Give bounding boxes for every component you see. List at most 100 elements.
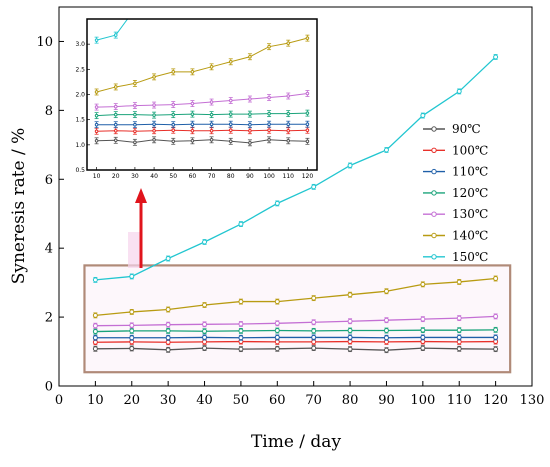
data-point — [239, 347, 243, 351]
data-point — [114, 113, 117, 116]
data-point — [275, 300, 279, 304]
data-point — [93, 330, 97, 334]
data-point — [153, 123, 156, 126]
x-tick-label: 120 — [483, 393, 508, 408]
legend-label: 100℃ — [452, 143, 488, 157]
data-point — [210, 66, 213, 69]
data-point — [210, 113, 213, 116]
data-point — [114, 129, 117, 132]
data-point — [191, 71, 194, 74]
data-point — [421, 114, 425, 118]
data-point — [384, 289, 388, 293]
inset-y-tick-label: 2.0 — [75, 92, 85, 99]
data-point — [166, 323, 170, 327]
inset-x-tick-label: 60 — [189, 173, 197, 180]
data-point — [203, 329, 207, 333]
data-point — [172, 113, 175, 116]
x-tick-label: 110 — [447, 393, 472, 408]
data-point — [166, 348, 170, 352]
data-point — [239, 322, 243, 326]
data-point — [312, 329, 316, 333]
data-point — [93, 347, 97, 351]
data-point — [191, 140, 194, 143]
inset-x-tick-label: 100 — [263, 173, 275, 180]
inset-y-tick-label: 2.5 — [75, 66, 85, 73]
data-point — [93, 313, 97, 317]
x-tick-label: 30 — [160, 393, 177, 408]
data-point — [312, 335, 316, 339]
data-point — [287, 42, 290, 45]
data-point — [203, 340, 207, 344]
data-point — [457, 335, 461, 339]
legend-label: 90℃ — [452, 122, 481, 136]
data-point — [203, 335, 207, 339]
data-point — [348, 335, 352, 339]
data-point — [275, 321, 279, 325]
data-point — [114, 86, 117, 89]
data-point — [268, 139, 271, 142]
data-point — [210, 101, 213, 104]
legend-label: 150℃ — [452, 250, 488, 264]
data-point — [95, 106, 98, 109]
data-point — [95, 91, 98, 94]
data-point — [348, 347, 352, 351]
data-point — [210, 139, 213, 142]
data-point — [306, 129, 309, 132]
x-tick-label: 80 — [342, 393, 359, 408]
data-point — [203, 240, 207, 244]
data-point — [457, 280, 461, 284]
data-point — [166, 336, 170, 340]
data-point — [275, 347, 279, 351]
data-point — [203, 322, 207, 326]
data-point — [457, 328, 461, 332]
data-point — [348, 163, 352, 167]
data-point — [229, 123, 232, 126]
data-point — [287, 95, 290, 98]
inset-y-tick-label: 1.5 — [75, 117, 85, 124]
legend-swatch-marker — [432, 169, 436, 173]
inset-x-tick-label: 80 — [227, 173, 235, 180]
y-tick-label: 8 — [45, 104, 53, 119]
data-point — [203, 346, 207, 350]
data-point — [287, 129, 290, 132]
data-point — [210, 129, 213, 132]
data-point — [494, 314, 498, 318]
data-point — [494, 328, 498, 332]
data-point — [268, 112, 271, 115]
data-point — [457, 316, 461, 320]
data-point — [95, 114, 98, 117]
legend-label: 130℃ — [452, 207, 488, 221]
data-point — [153, 129, 156, 132]
data-point — [93, 278, 97, 282]
data-point — [114, 123, 117, 126]
data-point — [153, 76, 156, 79]
data-point — [134, 113, 137, 116]
data-point — [166, 257, 170, 261]
inset-x-tick-label: 30 — [131, 173, 139, 180]
data-point — [166, 329, 170, 333]
legend-swatch-marker — [432, 212, 436, 216]
inset-x-tick-label: 90 — [246, 173, 254, 180]
data-point — [210, 123, 213, 126]
data-point — [172, 140, 175, 143]
inset-y-tick-label: 3.0 — [75, 41, 85, 48]
series-line-110C — [97, 124, 308, 125]
data-point — [306, 112, 309, 115]
data-point — [239, 300, 243, 304]
data-point — [239, 336, 243, 340]
data-point — [130, 274, 134, 278]
data-point — [130, 346, 134, 350]
data-point — [239, 222, 243, 226]
data-point — [494, 55, 498, 59]
data-point — [172, 123, 175, 126]
data-point — [93, 324, 97, 328]
data-point — [166, 308, 170, 312]
data-point — [421, 317, 425, 321]
series-line-100C — [95, 342, 495, 343]
data-point — [134, 104, 137, 107]
data-point — [249, 123, 252, 126]
inset-x-tick-label: 120 — [302, 173, 314, 180]
data-point — [312, 346, 316, 350]
legend-label: 140℃ — [452, 229, 488, 243]
inset-x-tick-label: 40 — [150, 173, 158, 180]
